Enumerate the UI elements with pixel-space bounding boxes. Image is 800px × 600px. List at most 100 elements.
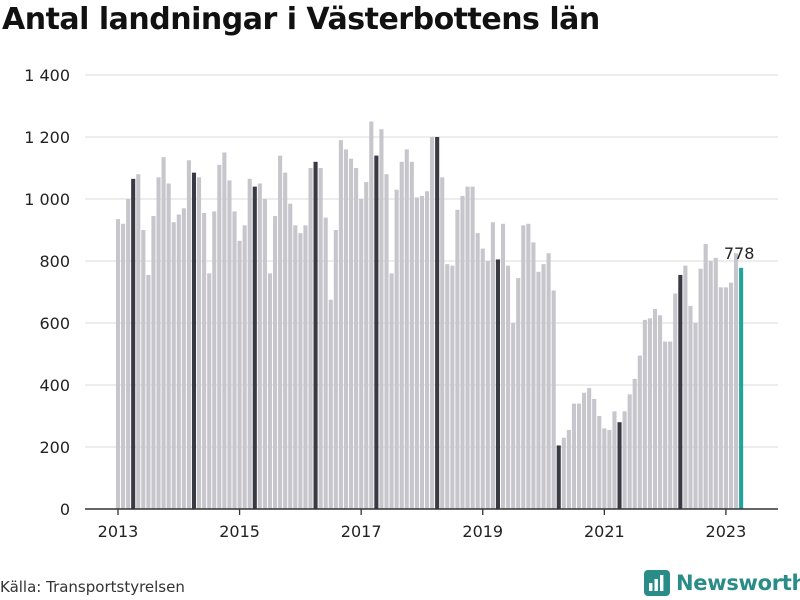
bar	[252, 186, 257, 509]
y-tick-label: 600	[39, 314, 70, 333]
bar	[354, 168, 359, 509]
bar	[450, 265, 455, 509]
bar	[627, 394, 632, 509]
bar	[642, 319, 647, 509]
bar	[156, 177, 161, 510]
bars	[115, 121, 744, 510]
bar	[313, 161, 318, 510]
bar	[683, 265, 688, 509]
bar	[222, 152, 227, 509]
bar	[161, 157, 166, 509]
bar	[673, 293, 678, 509]
bar	[409, 161, 414, 510]
bar	[171, 222, 176, 509]
y-tick-label: 0	[60, 500, 70, 519]
bar	[470, 186, 475, 509]
x-tick-label: 2021	[584, 522, 625, 541]
bar	[668, 341, 673, 509]
bar	[632, 378, 637, 509]
bar	[526, 223, 531, 510]
bar	[404, 149, 409, 509]
bar	[424, 191, 430, 509]
bar	[582, 392, 587, 509]
bar	[536, 271, 541, 509]
newsworthy-logo-icon	[644, 570, 670, 596]
x-tick-label: 2019	[462, 522, 503, 541]
bar	[511, 323, 516, 509]
bar	[369, 121, 374, 509]
bar	[293, 225, 298, 509]
bar	[475, 233, 480, 509]
bar	[348, 158, 354, 509]
bar	[136, 174, 141, 509]
x-tick-label: 2023	[706, 522, 747, 541]
bar	[399, 161, 404, 510]
bar	[531, 242, 536, 509]
bar	[698, 268, 703, 509]
bar	[151, 216, 156, 510]
bar	[607, 429, 612, 509]
y-tick-label: 400	[39, 376, 70, 395]
bar	[247, 178, 252, 509]
bar	[278, 155, 283, 509]
bar	[338, 140, 343, 509]
bar	[323, 217, 328, 509]
bar	[678, 274, 683, 509]
bar	[181, 208, 186, 510]
bar	[546, 253, 551, 509]
bar	[571, 403, 576, 509]
bar	[343, 149, 349, 509]
bar	[273, 216, 278, 510]
bar	[131, 178, 136, 509]
bar	[617, 422, 622, 509]
bar	[556, 445, 561, 509]
latest-value-label: 778	[724, 244, 755, 263]
bar	[197, 177, 202, 510]
x-axis: 2013 2015 2017 2019 2021 2023	[85, 508, 778, 541]
y-tick-label: 800	[39, 252, 70, 271]
bar	[734, 253, 739, 509]
bar	[262, 199, 267, 509]
bar	[713, 257, 718, 509]
bar	[115, 219, 121, 509]
bar	[379, 129, 384, 509]
bar	[718, 287, 723, 509]
bar	[333, 230, 338, 509]
chart-title: Antal landningar i Västerbottens län	[2, 2, 600, 37]
bar	[587, 388, 592, 509]
bar	[288, 203, 293, 509]
bar	[561, 437, 566, 509]
bar	[506, 265, 511, 509]
bar	[435, 137, 440, 509]
y-tick-label: 1 200	[24, 128, 70, 147]
bar	[637, 355, 642, 509]
bar	[166, 183, 171, 509]
bar	[541, 264, 546, 509]
bar	[298, 233, 303, 509]
y-tick-label: 1 400	[24, 66, 70, 85]
bar	[186, 160, 191, 509]
bar	[146, 274, 151, 509]
bar	[242, 225, 247, 509]
bar	[257, 183, 262, 509]
bar	[232, 211, 237, 509]
bar	[728, 282, 734, 509]
bar	[364, 181, 369, 509]
bar	[283, 172, 288, 509]
bar	[516, 278, 521, 509]
annotations: 778	[724, 244, 755, 263]
brand-logo[interactable]: Newsworthy	[644, 570, 800, 596]
bar	[521, 225, 526, 509]
bar	[414, 197, 419, 509]
bar	[267, 273, 273, 509]
bar	[551, 290, 556, 509]
y-tick-label: 1 000	[24, 190, 70, 209]
bar	[419, 195, 425, 509]
y-axis-labels: 0 200 400 600 800 1 000 1 200 1 400	[24, 66, 70, 519]
bar	[384, 174, 389, 509]
bar	[647, 318, 652, 509]
bar	[126, 199, 131, 509]
y-tick-label: 200	[39, 438, 70, 457]
bar	[652, 309, 658, 509]
